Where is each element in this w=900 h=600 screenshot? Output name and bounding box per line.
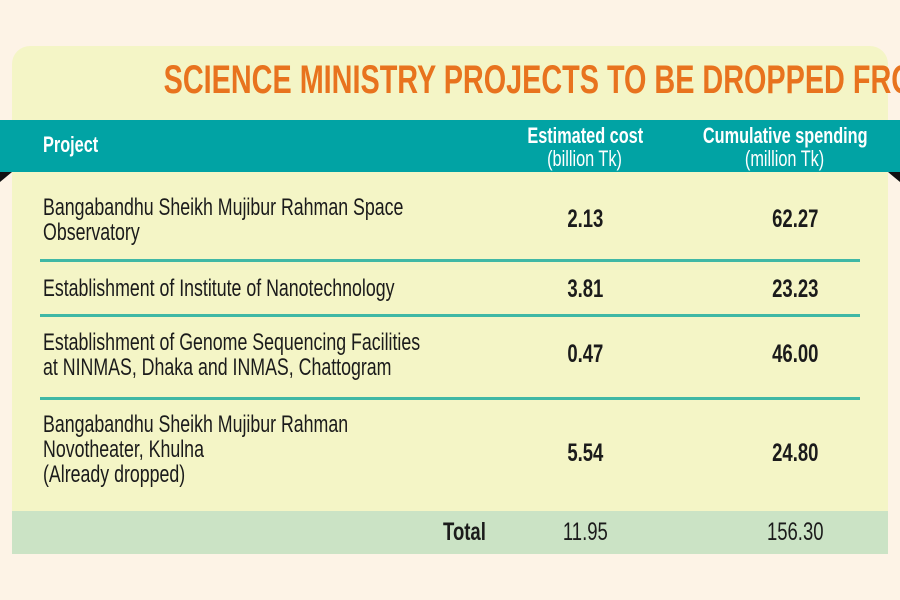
project-name: Establishment of Institute of Nanotechno… bbox=[43, 276, 518, 301]
cumulative-spending: 24.80 bbox=[725, 439, 865, 468]
title-text: SCIENCE MINISTRY PROJECTS TO BE DROPPED … bbox=[163, 58, 900, 102]
estimated-cost: 5.54 bbox=[535, 439, 635, 468]
cumulative-spending-value: 23.23 bbox=[771, 275, 819, 303]
total-estimated-cost-value: 11.95 bbox=[562, 518, 608, 546]
cumulative-spending-value: 62.27 bbox=[771, 205, 819, 233]
total-label: Total bbox=[400, 518, 486, 547]
estimated-cost-value: 2.13 bbox=[566, 205, 604, 233]
project-name: Establishment of Genome Sequencing Facil… bbox=[43, 330, 553, 380]
project-name-line: Bangabandhu Sheikh Mujibur Rahman Space bbox=[43, 194, 404, 221]
project-name: Bangabandhu Sheikh Mujibur Rahman Novoth… bbox=[43, 412, 455, 487]
project-name: Bangabandhu Sheikh Mujibur Rahman Space … bbox=[43, 195, 530, 245]
row-divider bbox=[40, 314, 860, 317]
cumulative-spending-value: 46.00 bbox=[771, 340, 819, 368]
column-header-spending: Cumulative spending (million Tk) bbox=[670, 124, 900, 170]
project-name-line: Establishment of Genome Sequencing Facil… bbox=[43, 329, 421, 356]
right-fold-decoration bbox=[888, 172, 900, 182]
cumulative-spending: 62.27 bbox=[725, 205, 865, 234]
cumulative-spending-value: 24.80 bbox=[771, 439, 819, 467]
total-cumulative-spending: 156.30 bbox=[725, 518, 865, 547]
column-header-project: Project bbox=[43, 133, 118, 156]
column-header-spending-line1: Cumulative spending bbox=[702, 123, 868, 148]
project-name-line: Observatory bbox=[43, 219, 140, 246]
estimated-cost-value: 5.54 bbox=[566, 439, 604, 467]
estimated-cost: 2.13 bbox=[535, 205, 635, 234]
column-header-cost: Estimated cost (billion Tk) bbox=[505, 124, 665, 170]
estimated-cost: 3.81 bbox=[535, 275, 635, 304]
column-header-project-label: Project bbox=[43, 132, 99, 157]
column-header-cost-line2: (billion Tk) bbox=[547, 146, 623, 171]
project-name-line: (Already dropped) bbox=[43, 461, 186, 488]
row-divider bbox=[40, 259, 860, 262]
estimated-cost: 0.47 bbox=[535, 340, 635, 369]
row-divider bbox=[40, 397, 860, 400]
estimated-cost-value: 0.47 bbox=[566, 340, 604, 368]
header-band bbox=[0, 120, 900, 172]
left-fold-decoration bbox=[0, 172, 12, 182]
cumulative-spending: 46.00 bbox=[725, 340, 865, 369]
cumulative-spending: 23.23 bbox=[725, 275, 865, 304]
total-row bbox=[12, 511, 888, 554]
column-header-spending-line2: (million Tk) bbox=[745, 146, 825, 171]
project-name-line: at NINMAS, Dhaka and INMAS, Chattogram bbox=[43, 354, 392, 381]
project-name-line: Novotheater, Khulna bbox=[43, 436, 204, 463]
total-estimated-cost: 11.95 bbox=[535, 518, 635, 547]
project-name-line: Establishment of Institute of Nanotechno… bbox=[43, 275, 395, 302]
column-header-cost-line1: Estimated cost bbox=[527, 123, 643, 148]
estimated-cost-value: 3.81 bbox=[566, 275, 604, 303]
page-title: SCIENCE MINISTRY PROJECTS TO BE DROPPED … bbox=[0, 58, 900, 103]
total-cumulative-spending-value: 156.30 bbox=[766, 518, 824, 546]
project-name-line: Bangabandhu Sheikh Mujibur Rahman bbox=[43, 411, 349, 438]
total-label-text: Total bbox=[443, 518, 486, 546]
